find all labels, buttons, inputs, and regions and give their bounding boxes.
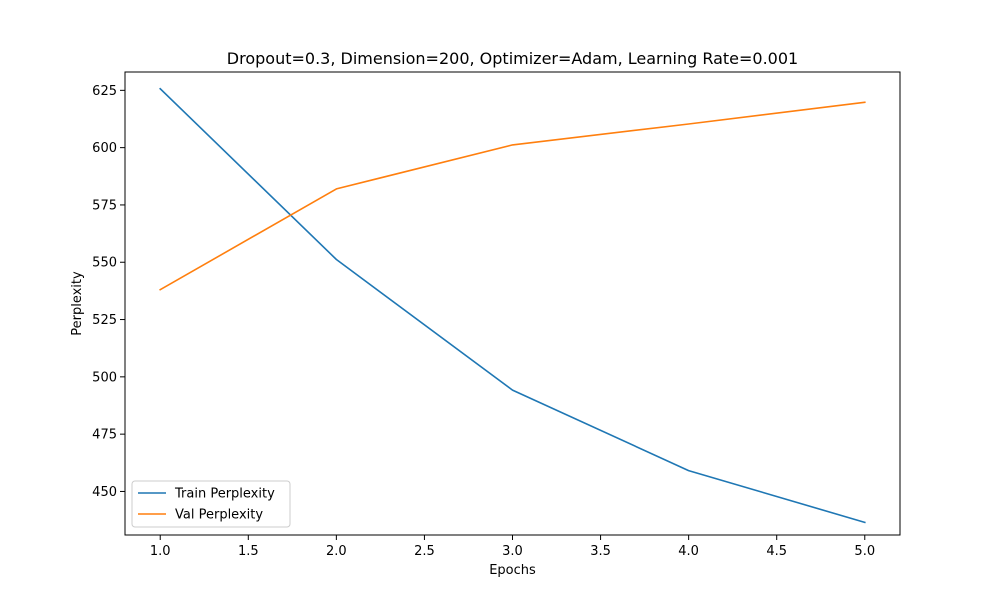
y-tick-label: 500 — [92, 370, 117, 385]
chart-title: Dropout=0.3, Dimension=200, Optimizer=Ad… — [227, 49, 798, 68]
series-lines — [159, 87, 866, 524]
y-tick-label: 525 — [92, 313, 117, 328]
y-axis-ticks: 450 475 500 525 550 575 600 625 — [92, 84, 125, 500]
x-tick-label: 4.5 — [766, 544, 787, 559]
x-axis-label: Epochs — [489, 563, 536, 578]
y-tick-label: 450 — [92, 485, 117, 500]
x-tick-label: 3.0 — [502, 544, 523, 559]
legend-box — [131, 480, 291, 528]
x-tick-label: 3.5 — [590, 544, 611, 559]
x-tick-label: 1.0 — [150, 544, 171, 559]
x-tick-label: 2.5 — [414, 544, 435, 559]
x-tick-label: 4.0 — [678, 544, 699, 559]
y-tick-label: 575 — [92, 198, 117, 213]
series-line-val — [159, 101, 866, 291]
legend-label: Val Perplexity — [175, 508, 263, 523]
legend: Train Perplexity Val Perplexity — [131, 480, 291, 528]
x-tick-label: 5.0 — [854, 544, 875, 559]
y-tick-label: 550 — [92, 256, 117, 271]
y-tick-label: 625 — [92, 84, 117, 99]
y-tick-label: 475 — [92, 428, 117, 443]
legend-label: Train Perplexity — [174, 487, 275, 502]
plot-area — [124, 71, 901, 536]
plot-frame — [124, 71, 901, 536]
x-axis-ticks: 1.0 1.5 2.0 2.5 3.0 3.5 4.0 4.5 5.0 — [150, 535, 875, 559]
y-tick-label: 600 — [92, 141, 117, 156]
series-line-train — [159, 87, 866, 524]
x-tick-label: 1.5 — [238, 544, 259, 559]
x-tick-label: 2.0 — [326, 544, 347, 559]
y-axis-label: Perplexity — [70, 271, 85, 336]
